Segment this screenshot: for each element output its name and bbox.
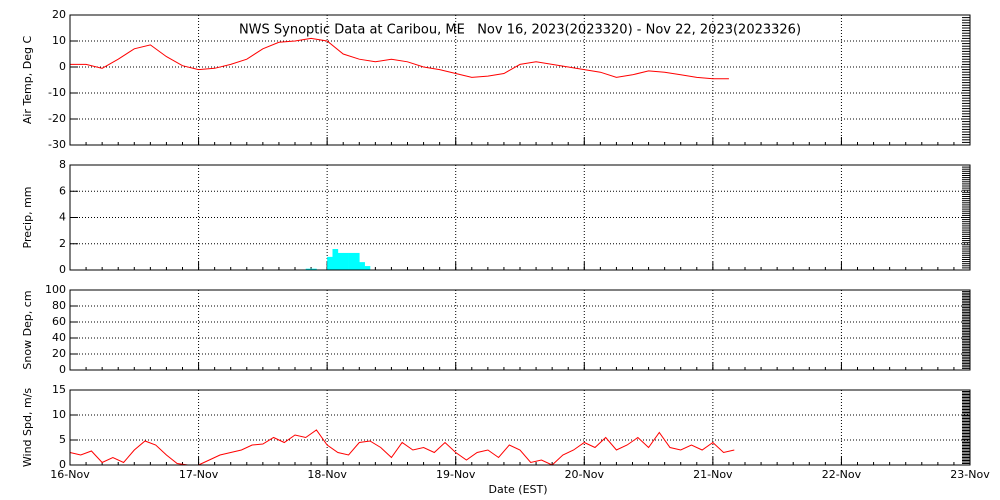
x-tick-label: 18-Nov [307,468,347,481]
bar [364,266,371,270]
y-tick-label: 100 [45,283,66,296]
y-tick-label: 20 [52,8,66,21]
y-tick-label: 4 [59,211,66,224]
y-tick-label: 10 [52,408,66,421]
y-tick-label: 8 [59,158,66,171]
x-tick-label: 16-Nov [50,468,90,481]
bar [343,252,349,270]
y-axis-label: Wind Spd, m/s [21,388,34,468]
bar [353,252,360,270]
y-tick-label: 60 [52,315,66,328]
bar [348,252,355,270]
y-axis-label: Air Temp, Deg C [21,36,34,125]
bar [359,262,365,270]
bar [311,268,317,270]
y-tick-label: 6 [59,184,66,197]
y-tick-label: 2 [59,237,66,250]
data-line [70,37,729,80]
y-tick-label: 0 [59,263,66,276]
x-axis-label: Date (EST) [488,483,547,496]
x-tick-label: 19-Nov [436,468,476,481]
bar [305,268,312,270]
y-axis-label: Precip, mm [21,187,34,249]
bar [337,252,344,270]
bar [332,249,339,270]
y-tick-label: 5 [59,433,66,446]
chart-title: NWS Synoptic Data at Caribou, ME Nov 16,… [239,23,801,38]
x-tick-label: 22-Nov [822,468,862,481]
y-tick-label: 0 [59,363,66,376]
data-line [69,429,735,466]
y-tick-label: 15 [52,383,66,396]
x-tick-label: 20-Nov [565,468,605,481]
plot-frame [69,289,971,371]
y-tick-label: 40 [52,331,66,344]
y-tick-label: 10 [52,34,66,47]
y-tick-label: -10 [48,86,66,99]
y-axis-label: Snow Dep, cm [21,290,34,369]
plot-frame [69,389,971,466]
y-tick-label: 0 [59,458,66,471]
y-tick-label: -20 [48,112,66,125]
y-tick-label: 0 [59,60,66,73]
bar [327,256,333,270]
plot-frame [69,14,971,146]
y-tick-label: -30 [48,138,66,151]
y-tick-label: 80 [52,299,66,312]
plot-frame [69,164,971,271]
x-tick-label: 17-Nov [179,468,219,481]
x-tick-label: 23-Nov [950,468,990,481]
x-tick-label: 21-Nov [693,468,733,481]
y-tick-label: 20 [52,347,66,360]
